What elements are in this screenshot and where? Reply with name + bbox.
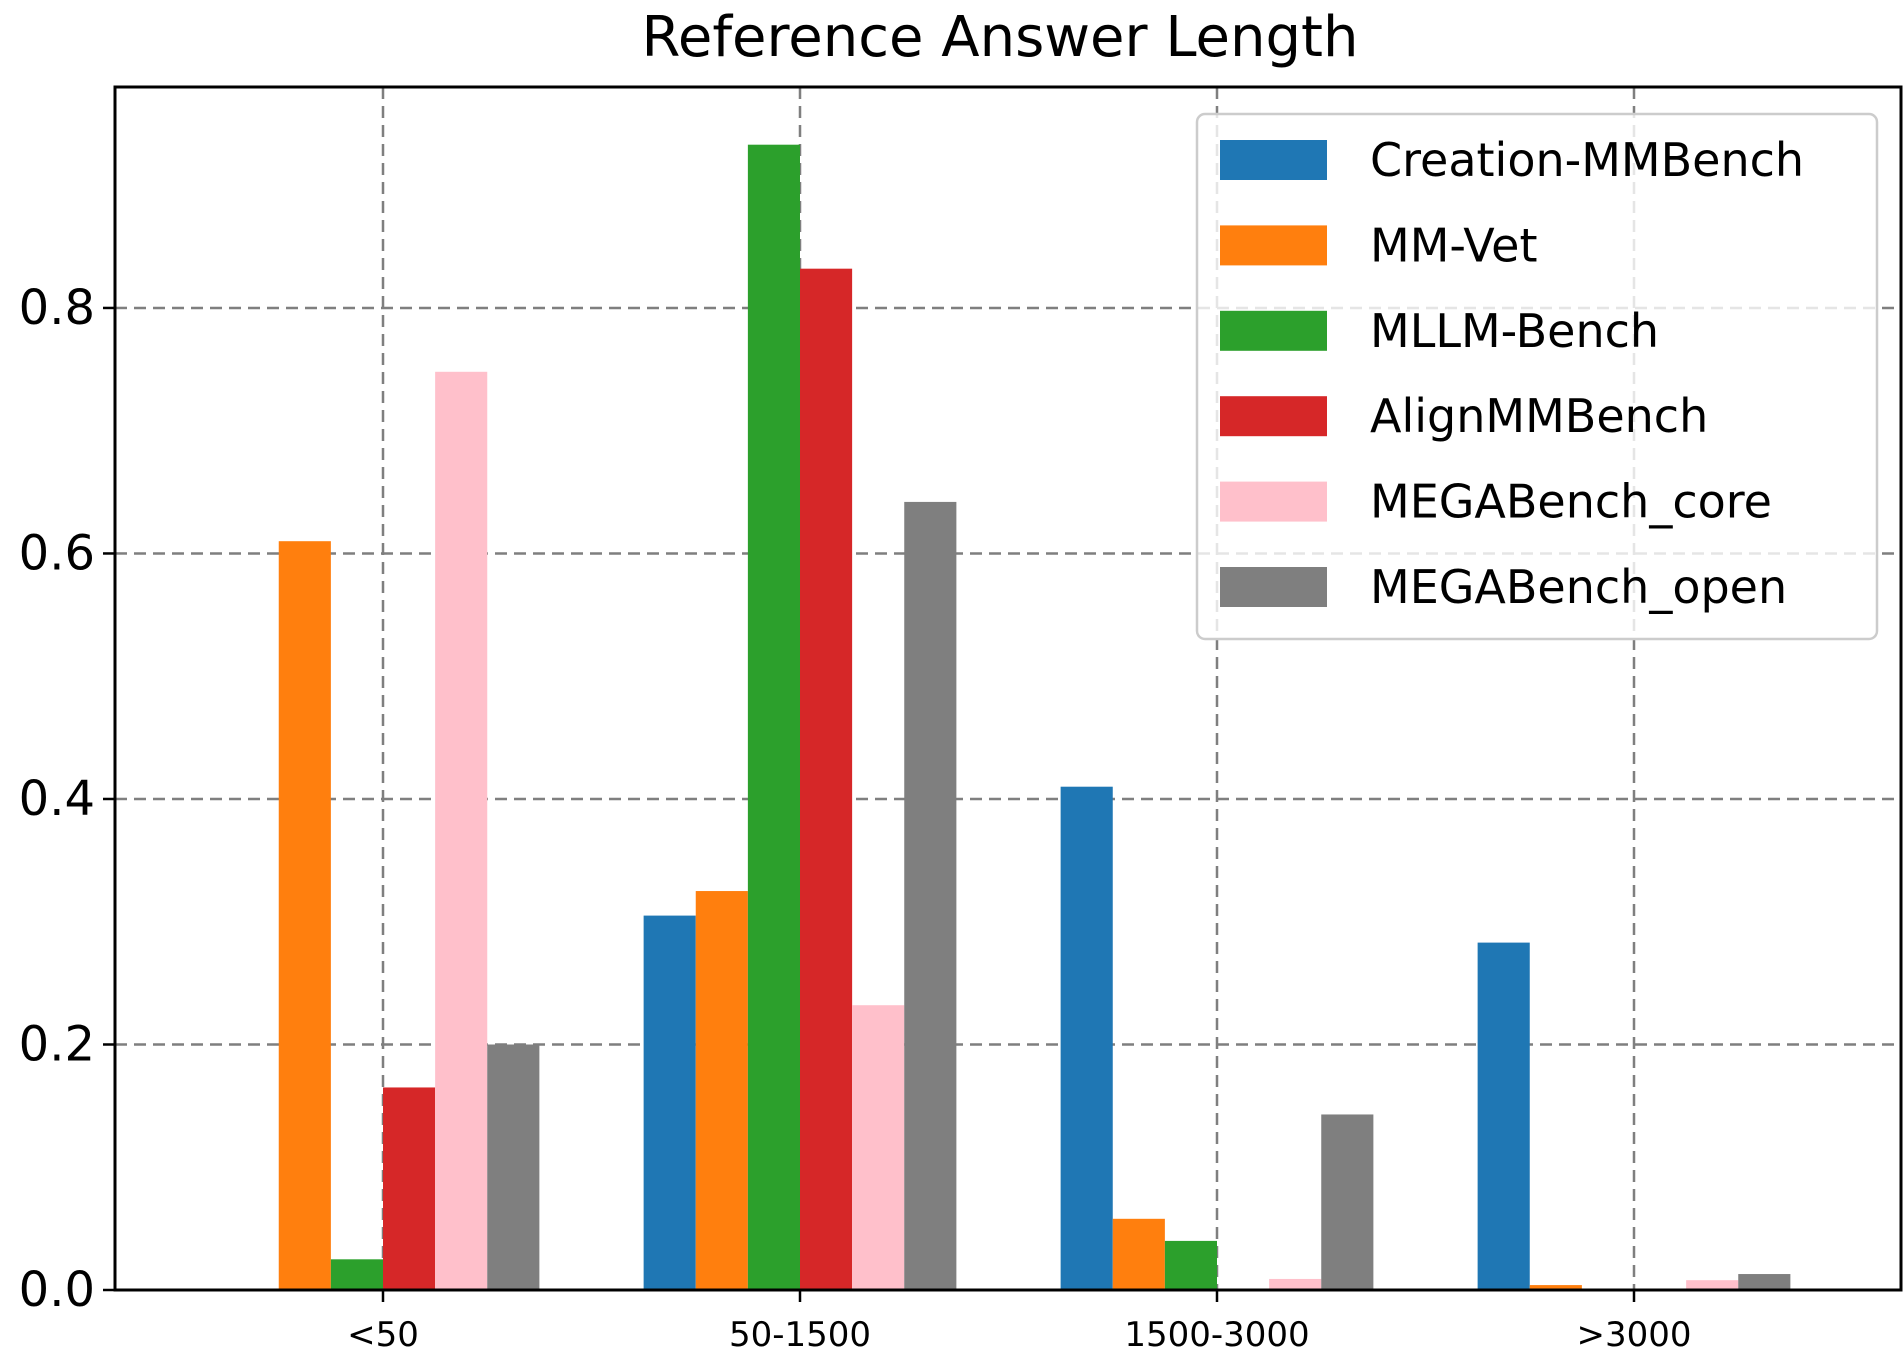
bar-MM-Vet->3000 [1529, 1285, 1582, 1290]
bar-MLLM-Bench-1500-3000 [1164, 1240, 1217, 1290]
bar-MEGABench_open-50-1500 [904, 501, 957, 1290]
legend-label: AlignMMBench [1370, 389, 1708, 443]
legend-swatch [1220, 310, 1327, 351]
x-tick-label: <50 [347, 1315, 419, 1355]
legend-label: Creation-MMBench [1370, 133, 1804, 187]
bar-Creation-MMBench-1500-3000 [1060, 786, 1113, 1290]
legend-label: MM-Vet [1370, 218, 1538, 272]
y-tick-label: 0.0 [19, 1262, 95, 1318]
bar-AlignMMBench-50-1500 [800, 268, 853, 1290]
bar-MEGABench_open->3000 [1738, 1274, 1791, 1290]
bar-MEGABench_core-50-1500 [852, 1005, 905, 1290]
bar-MEGABench_open-<50 [487, 1044, 540, 1290]
legend-box [1195, 112, 1879, 641]
legend-swatch [1220, 567, 1327, 607]
y-tick-label: 0.4 [19, 771, 95, 827]
bar-MM-Vet-<50 [278, 541, 331, 1290]
bar-AlignMMBench-<50 [383, 1087, 436, 1290]
legend-swatch [1220, 140, 1327, 180]
plot-frame [113, 85, 1903, 1292]
legend-label: MLLM-Bench [1370, 304, 1659, 358]
bar-MLLM-Bench-50-1500 [747, 144, 800, 1290]
bar-MEGABench_open-1500-3000 [1321, 1114, 1374, 1290]
bar-MLLM-Bench-<50 [330, 1259, 383, 1290]
axis-ticks: 0.0 0.2 0.4 0.6 0.8 <50 50-1500 1500-3000 >3000 [19, 280, 1692, 1355]
bar-MM-Vet-1500-3000 [1112, 1218, 1165, 1290]
bar-MEGABench_core->3000 [1686, 1280, 1739, 1290]
x-tick-label: 1500-3000 [1124, 1315, 1309, 1355]
bar-Creation-MMBench-50-1500 [643, 915, 696, 1290]
bar-MEGABench_core-<50 [435, 371, 488, 1290]
legend-swatch [1220, 225, 1327, 266]
legend-swatch [1220, 396, 1327, 437]
bar-MM-Vet-50-1500 [695, 891, 748, 1290]
legend-label: MEGABench_core [1370, 475, 1772, 529]
x-tick-label: 50-1500 [729, 1315, 871, 1355]
bar-Creation-MMBench->3000 [1477, 942, 1530, 1290]
legend-label: MEGABench_open [1370, 560, 1787, 614]
y-tick-label: 0.6 [19, 525, 95, 581]
legend: Creation-MMBench MM-Vet MLLM-Bench AlignMMB… [1195, 112, 1879, 641]
y-tick-label: 0.8 [19, 280, 95, 336]
legend-swatch [1220, 481, 1327, 522]
bars [278, 144, 1791, 1290]
bar-MEGABench_core-1500-3000 [1269, 1278, 1322, 1290]
y-tick-label: 0.2 [19, 1016, 95, 1072]
x-tick-label: >3000 [1576, 1315, 1691, 1355]
chart-title: Reference Answer Length [641, 5, 1358, 70]
